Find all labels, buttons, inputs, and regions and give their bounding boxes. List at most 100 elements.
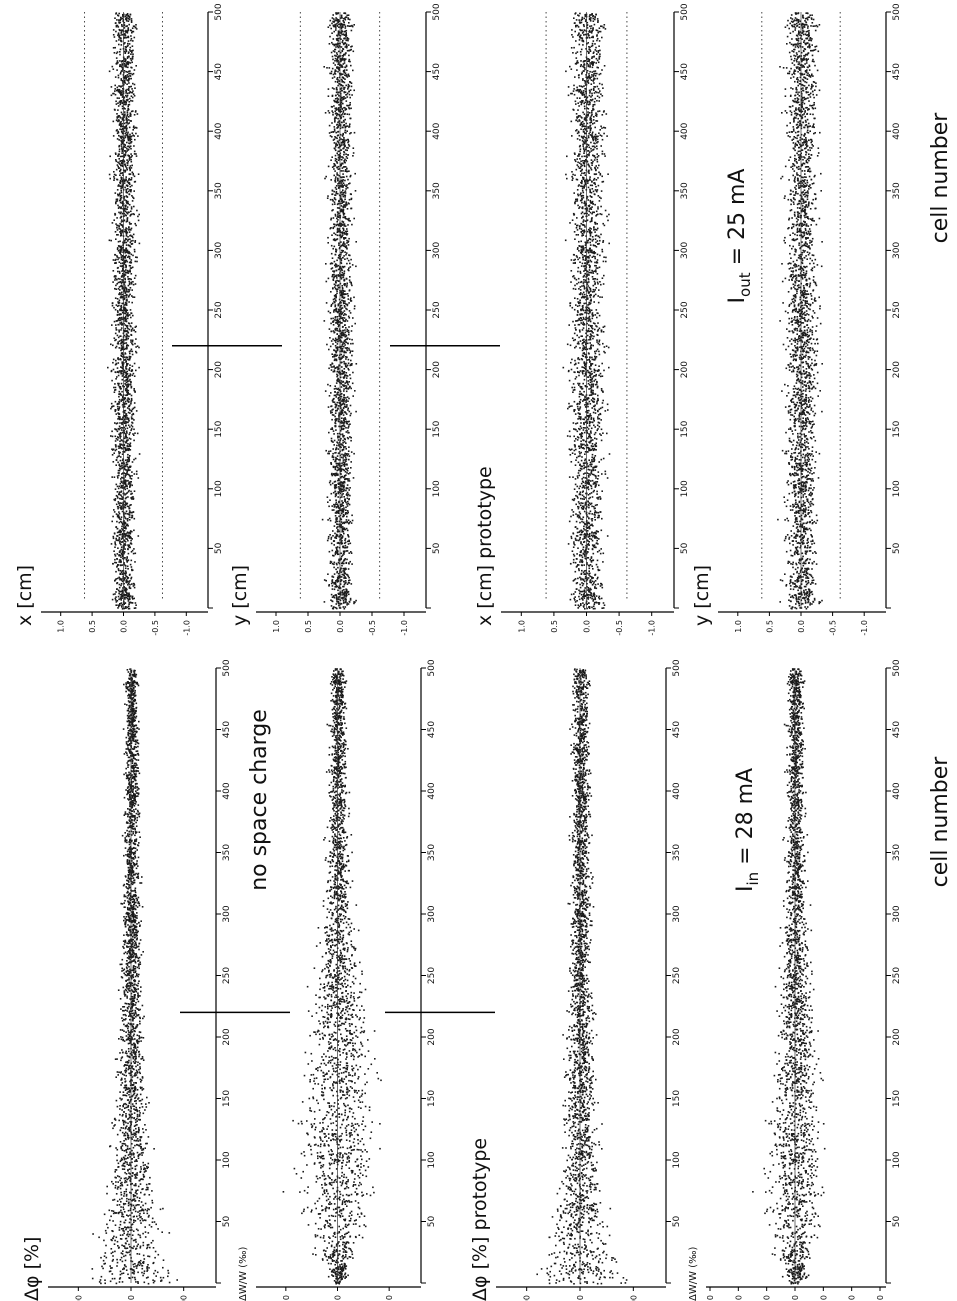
cell-tick-label: 300: [214, 242, 224, 259]
cell-tick-label: 400: [432, 122, 442, 139]
value-tick-label: 1.0: [272, 620, 281, 633]
value-tick-label: 0.0: [334, 1295, 343, 1301]
value-tick-label: 0.5: [304, 620, 313, 633]
panel-ylabel: ΔW/W (‰): [238, 1247, 249, 1301]
cell-tick-label: 50: [427, 1216, 437, 1228]
cell-tick-label: 400: [892, 122, 902, 139]
cell-tick-label: 400: [222, 782, 232, 799]
i-out-symbol: I: [725, 297, 750, 304]
panel-left-2: 50 100 150 200 250 300 350 400 450 500 10.0 0.0 -10.…: [238, 659, 495, 1301]
value-tick-label: 15.0: [706, 1295, 715, 1301]
cell-tick-label: 450: [214, 63, 224, 80]
cell-tick-label: 50: [432, 542, 442, 554]
panel-ylabel: y [cm]: [691, 565, 713, 626]
cell-tick-label: 350: [892, 844, 902, 861]
panel-right-3: 50 100 150 200 250 300 350 400 450 500 1.0 0.5 0.0 -0…: [474, 3, 690, 635]
cell-tick-label: 200: [680, 361, 690, 378]
cell-tick-label: 350: [214, 182, 224, 199]
cell-tick-label: 300: [680, 242, 690, 259]
cell-tick-label: 450: [892, 721, 902, 738]
i-in-subscript: in: [744, 872, 762, 886]
cell-tick-label: 100: [222, 1151, 232, 1168]
cell-tick-label: 400: [680, 122, 690, 139]
cell-tick-label: 350: [672, 844, 682, 861]
cell-tick-label: 300: [892, 242, 902, 259]
value-tick-label: 0.0: [797, 620, 806, 633]
cell-tick-label: 200: [672, 1028, 682, 1045]
cell-tick-label: 500: [427, 659, 437, 676]
cell-tick-label: 300: [892, 905, 902, 922]
cell-tick-label: 150: [680, 420, 690, 437]
value-tick-label: -0.5: [829, 620, 838, 636]
cell-tick-label: 50: [672, 1216, 682, 1228]
panel-left-4: 50 100 150 200 250 300 350 400 450 500 15.0 10.0 5.0…: [688, 659, 902, 1301]
cell-tick-label: 150: [672, 1090, 682, 1107]
cell-tick-label: 450: [892, 63, 902, 80]
panel-left-1: 50 100 150 200 250 300 350 400 450 500 100 0 -100 Δφ …: [21, 659, 290, 1301]
cell-tick-label: 450: [427, 721, 437, 738]
cell-tick-label: 250: [427, 967, 437, 984]
scatter-cloud: [777, 12, 823, 610]
cell-tick-label: 300: [432, 242, 442, 259]
panel-ylabel: x [cm]: [14, 565, 36, 626]
cell-tick-label: 100: [892, 1151, 902, 1168]
value-tick-label: 0.5: [88, 620, 97, 633]
value-tick-label: 5.0: [763, 1295, 772, 1301]
cell-tick-label: 250: [892, 967, 902, 984]
cell-tick-label: 250: [680, 301, 690, 318]
cell-tick-label: 300: [427, 905, 437, 922]
annotation-layer: no space charge Iin = 28 mA Iout = 25 mA…: [247, 112, 953, 892]
panels-layer: 501001502002503003504004505001000-100Δφ …: [14, 3, 902, 1301]
cell-tick-label: 50: [222, 1216, 232, 1228]
value-tick-label: 0.5: [550, 620, 559, 633]
cell-tick-label: 500: [222, 659, 232, 676]
cell-tick-label: 100: [680, 480, 690, 497]
value-tick-label: 10.0: [282, 1295, 291, 1301]
value-tick-label: 100: [523, 1295, 532, 1301]
annotation-i-in: Iin = 28 mA: [733, 768, 762, 892]
cell-tick-label: 450: [680, 63, 690, 80]
cell-tick-label: 50: [680, 542, 690, 554]
cell-tick-label: 450: [222, 721, 232, 738]
cell-tick-label: 50: [892, 1216, 902, 1228]
cell-tick-label: 350: [892, 182, 902, 199]
cell-tick-label: 150: [214, 420, 224, 437]
value-tick-label: -5.0: [819, 1295, 828, 1301]
i-in-value: = 28 mA: [733, 768, 758, 872]
value-tick-label: -0.5: [151, 620, 160, 636]
xlabel-cell-number-right: cell number: [928, 112, 953, 244]
cell-tick-label: 100: [672, 1151, 682, 1168]
cell-tick-label: 500: [214, 3, 224, 20]
cell-tick-label: 500: [892, 3, 902, 20]
cell-tick-label: 500: [680, 3, 690, 20]
panel-right-2: 50 100 150 200 250 300 350 400 450 500 1.0 0.5 0.0 -0…: [229, 3, 500, 636]
cell-tick-label: 250: [892, 301, 902, 318]
panel-ylabel: y [cm]: [229, 565, 251, 626]
cell-tick-label: 350: [680, 182, 690, 199]
cell-tick-label: 250: [214, 301, 224, 318]
panel-ylabel: Δφ [%]: [21, 1237, 43, 1301]
annotation-i-out: Iout = 25 mA: [725, 169, 754, 304]
cell-tick-label: 200: [892, 1028, 902, 1045]
cell-tick-label: 100: [892, 480, 902, 497]
cell-tick-label: 50: [214, 542, 224, 554]
value-tick-label: -0.5: [368, 620, 377, 636]
cell-tick-label: 400: [672, 782, 682, 799]
cell-tick-label: 300: [672, 905, 682, 922]
cell-tick-label: 100: [432, 480, 442, 497]
cell-tick-label: 150: [892, 420, 902, 437]
cell-tick-label: 200: [427, 1028, 437, 1045]
value-tick-label: -10.0: [385, 1295, 394, 1301]
value-tick-label: 1.0: [517, 620, 526, 633]
value-tick-label: -0.5: [615, 620, 624, 636]
value-tick-label: -100: [180, 1295, 189, 1301]
panel-left-3: 50 100 150 200 250 300 350 400 450 500 100 0 -100 Δφ …: [469, 659, 682, 1301]
i-out-value: = 25 mA: [725, 169, 750, 273]
value-tick-label: -1.0: [648, 620, 657, 636]
cell-tick-label: 450: [672, 721, 682, 738]
value-tick-label: 100: [74, 1295, 83, 1301]
cell-tick-label: 400: [892, 782, 902, 799]
cell-tick-label: 200: [432, 361, 442, 378]
cell-tick-label: 150: [892, 1090, 902, 1107]
